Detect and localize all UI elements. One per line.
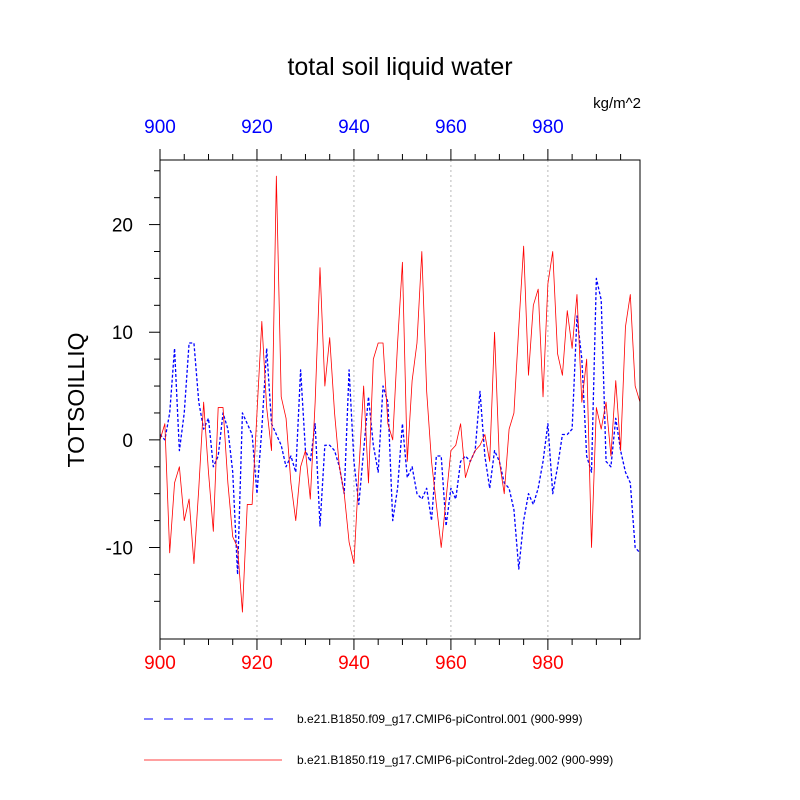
x-tick-label-bottom: 960: [435, 653, 467, 674]
x-tick-label-bottom: 900: [144, 653, 176, 674]
axis-ticks: [149, 149, 622, 650]
plot-frame: [159, 159, 641, 640]
chart-title: total soil liquid water: [287, 53, 512, 81]
series-line-1: [159, 175, 641, 613]
units-label: kg/m^2: [593, 95, 641, 112]
y-tick-label: -10: [106, 539, 133, 560]
x-tick-label-top: 900: [144, 117, 176, 138]
legend-label-1: b.e21.B1850.f19_g17.CMIP6-piControl-2deg…: [297, 753, 613, 767]
x-tick-label-top: 960: [435, 117, 467, 138]
gridlines: [256, 160, 549, 639]
x-tick-label-top: 980: [532, 117, 564, 138]
legend-label-0: b.e21.B1850.f09_g17.CMIP6-piControl.001 …: [297, 712, 583, 726]
axis-tick-labels: 900 920 940 960 980 900 920 940 960 980 -10 0 10 20: [106, 117, 564, 674]
series-line-0: [159, 277, 641, 576]
y-tick-label: 10: [112, 323, 133, 344]
x-tick-label-top: 940: [338, 117, 370, 138]
legend: b.e21.B1850.f09_g17.CMIP6-piControl.001 …: [144, 712, 613, 767]
y-tick-label: 0: [122, 431, 133, 452]
x-tick-label-bottom: 980: [532, 653, 564, 674]
series-layer: [159, 175, 641, 613]
x-tick-label-top: 920: [241, 117, 273, 138]
y-tick-label: 20: [112, 216, 133, 237]
x-tick-label-bottom: 920: [241, 653, 273, 674]
y-axis-label: TOTSOILLIQ: [63, 332, 89, 467]
x-tick-label-bottom: 940: [338, 653, 370, 674]
